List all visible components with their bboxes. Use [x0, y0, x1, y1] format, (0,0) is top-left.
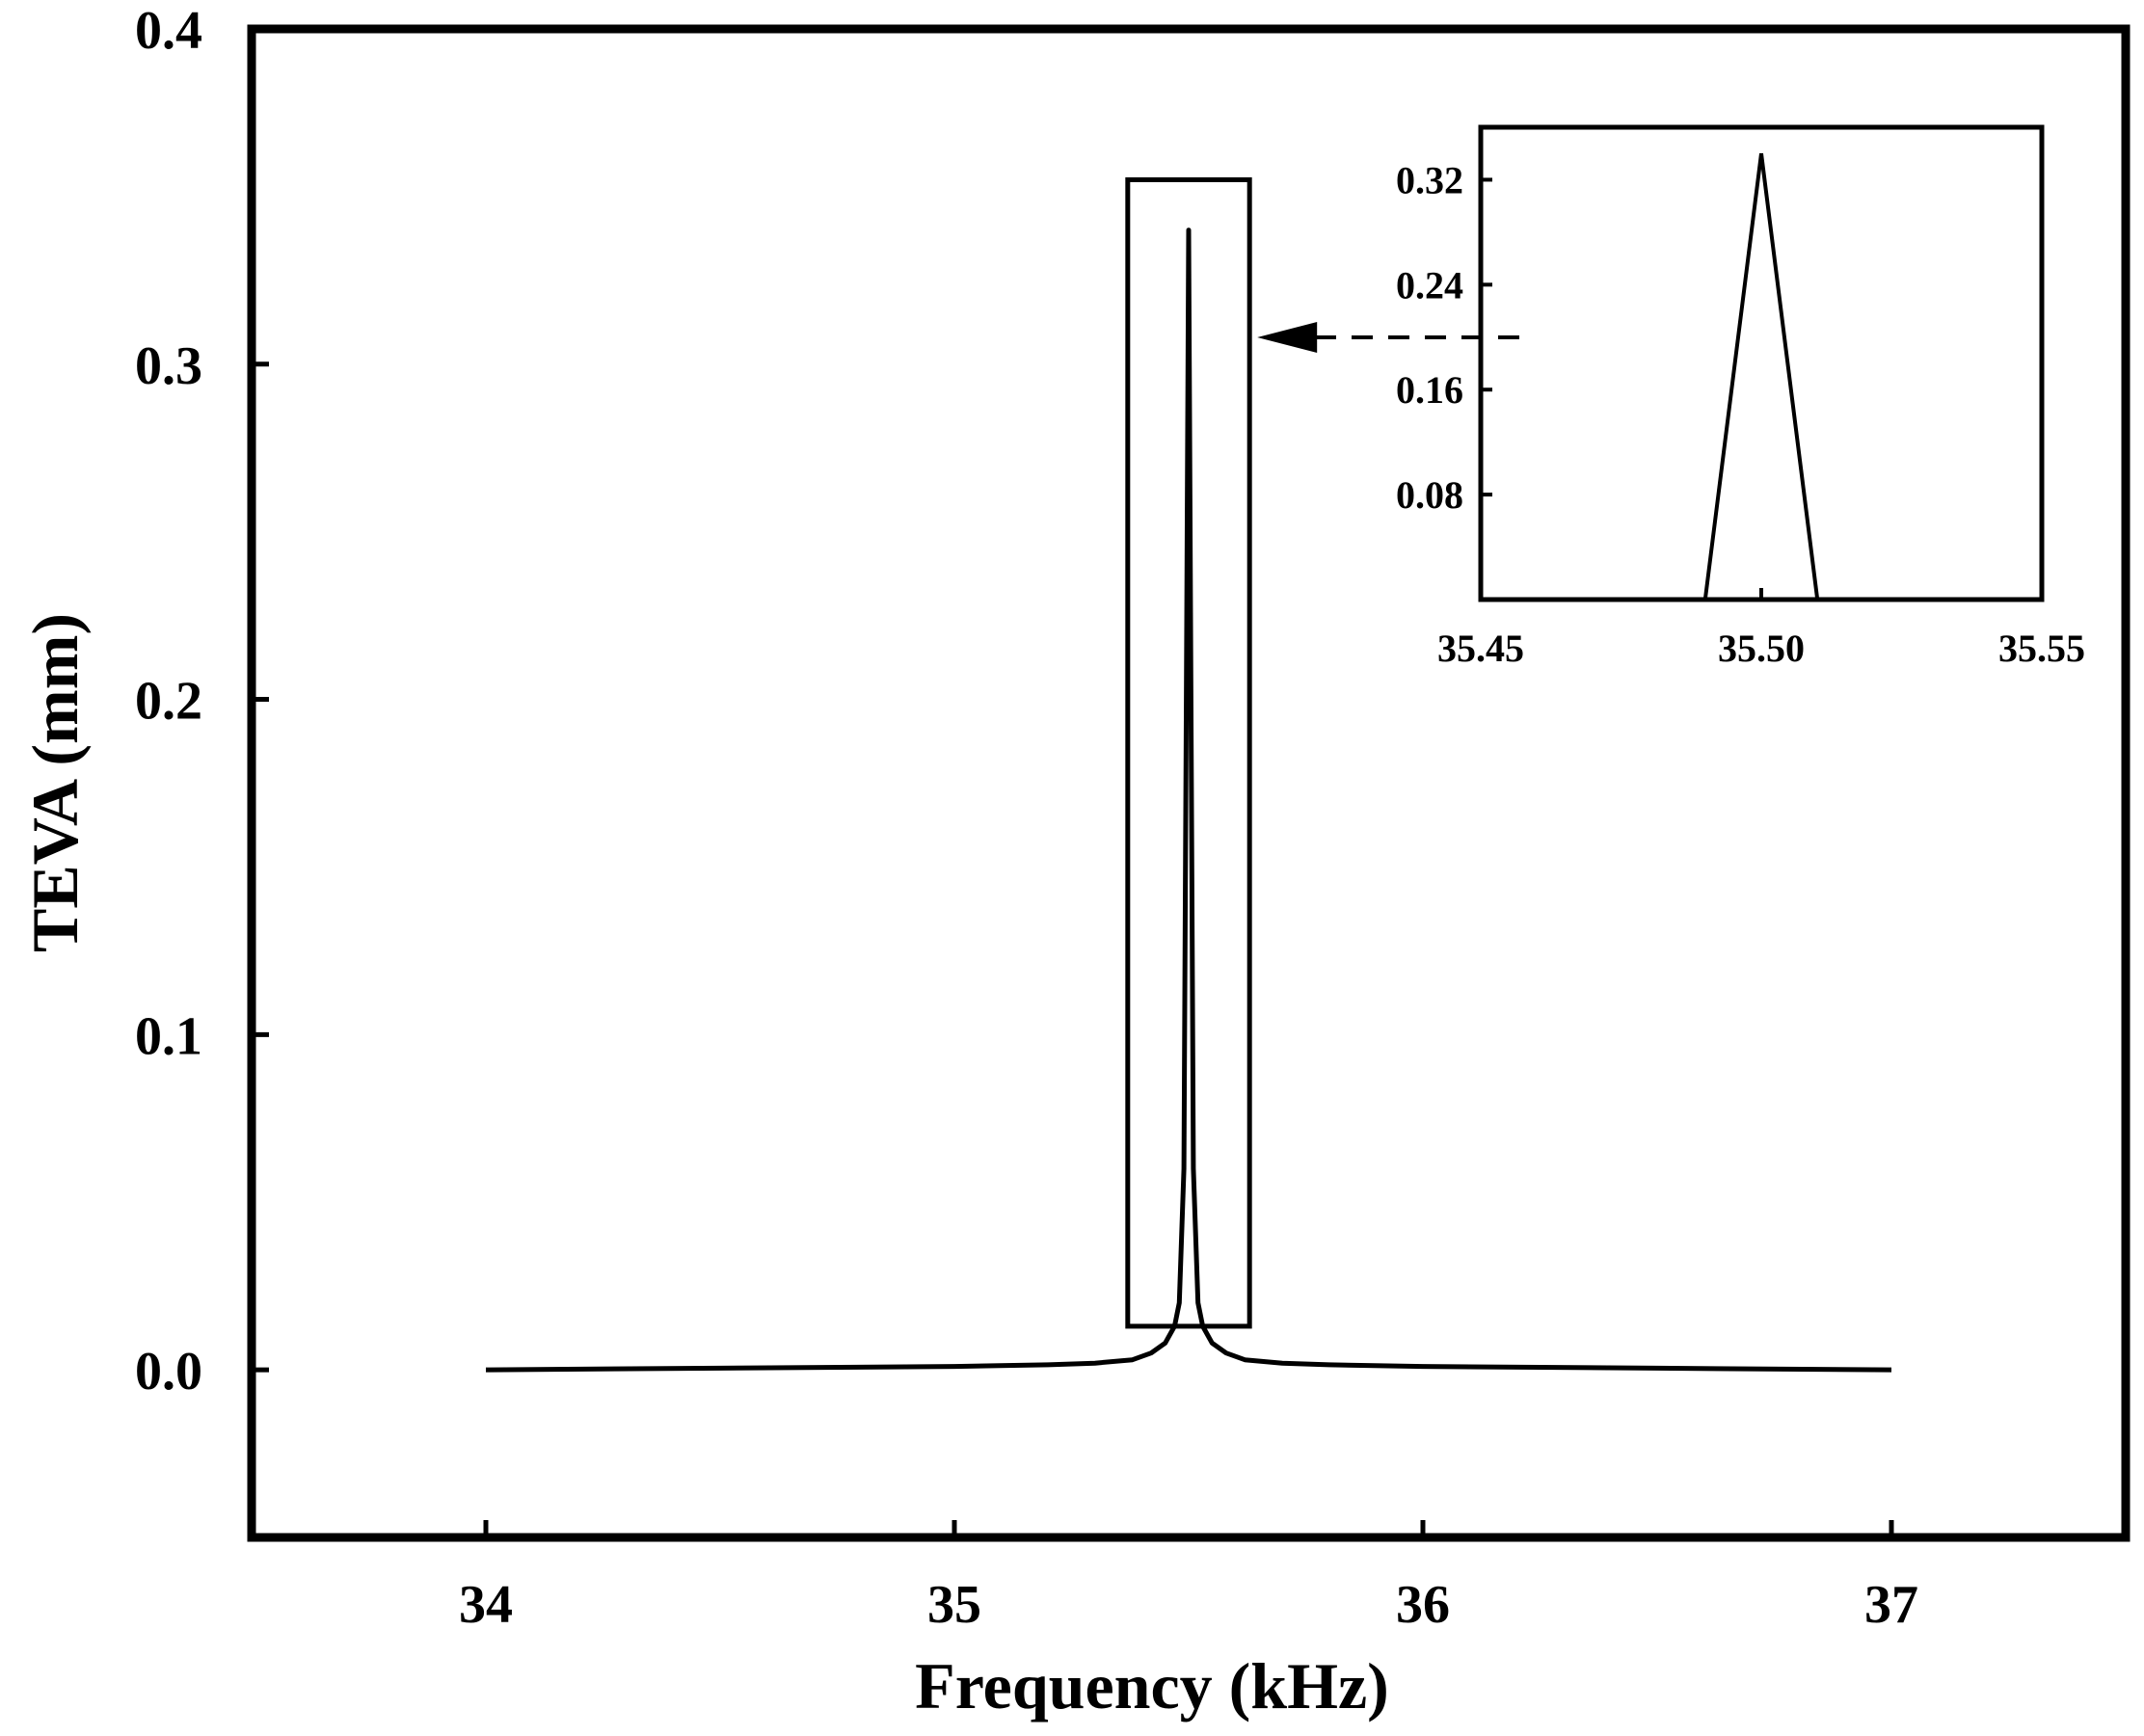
- x-tick-label: 37: [1864, 1575, 1918, 1635]
- inset-chart-ticks: 35.45 35.50 35.55 0.08 0.16 0.24 0.32: [1396, 158, 2085, 670]
- y-tick-label: 0.4: [135, 1, 202, 61]
- inset-y-tick-label: 0.32: [1396, 158, 1463, 201]
- inset-y-tick-label: 0.16: [1396, 368, 1463, 412]
- y-tick-label: 0.2: [135, 672, 202, 732]
- inset-series-line: [1702, 152, 1820, 601]
- x-tick-label: 36: [1396, 1575, 1450, 1635]
- inset-x-tick-label: 35.45: [1437, 627, 1524, 670]
- inset-chart: 35.45 35.50 35.55 0.08 0.16 0.24 0.32: [1396, 124, 2085, 670]
- inset-x-tick-label: 35.55: [1998, 627, 2085, 670]
- series-line: [485, 227, 1892, 1373]
- main-plot-frame: [247, 24, 2131, 1542]
- main-chart-marks: [485, 227, 1892, 1373]
- main-chart: 34 35 36 370.00.10.20.30.4 Frequency (kHz) …: [18, 1, 2131, 1723]
- x-axis-title: Frequency (kHz): [915, 1649, 1389, 1723]
- zoom-annotations: [1125, 177, 1519, 1329]
- y-tick-label: 0.1: [135, 1006, 202, 1066]
- y-tick-label: 0.3: [135, 336, 202, 396]
- y-tick-label: 0.0: [135, 1342, 202, 1402]
- y-axis-title: TEVA (mm): [18, 613, 92, 952]
- inset-chart-marks: [1702, 152, 1820, 601]
- main-chart-ticks: 34 35 36 37 0.0 0.1 0.2 0.3 0.4: [135, 1, 1918, 1635]
- inset-background: [1481, 127, 2042, 600]
- inset-x-tick-label: 35.50: [1718, 627, 1805, 670]
- inset-y-tick-label: 0.08: [1396, 473, 1463, 517]
- inset-y-tick-label: 0.24: [1396, 263, 1463, 307]
- arrow-head: [1257, 321, 1318, 353]
- x-tick-label: 34: [459, 1575, 513, 1635]
- x-tick-label: 35: [927, 1575, 981, 1635]
- zoom-box: [1125, 177, 1252, 1329]
